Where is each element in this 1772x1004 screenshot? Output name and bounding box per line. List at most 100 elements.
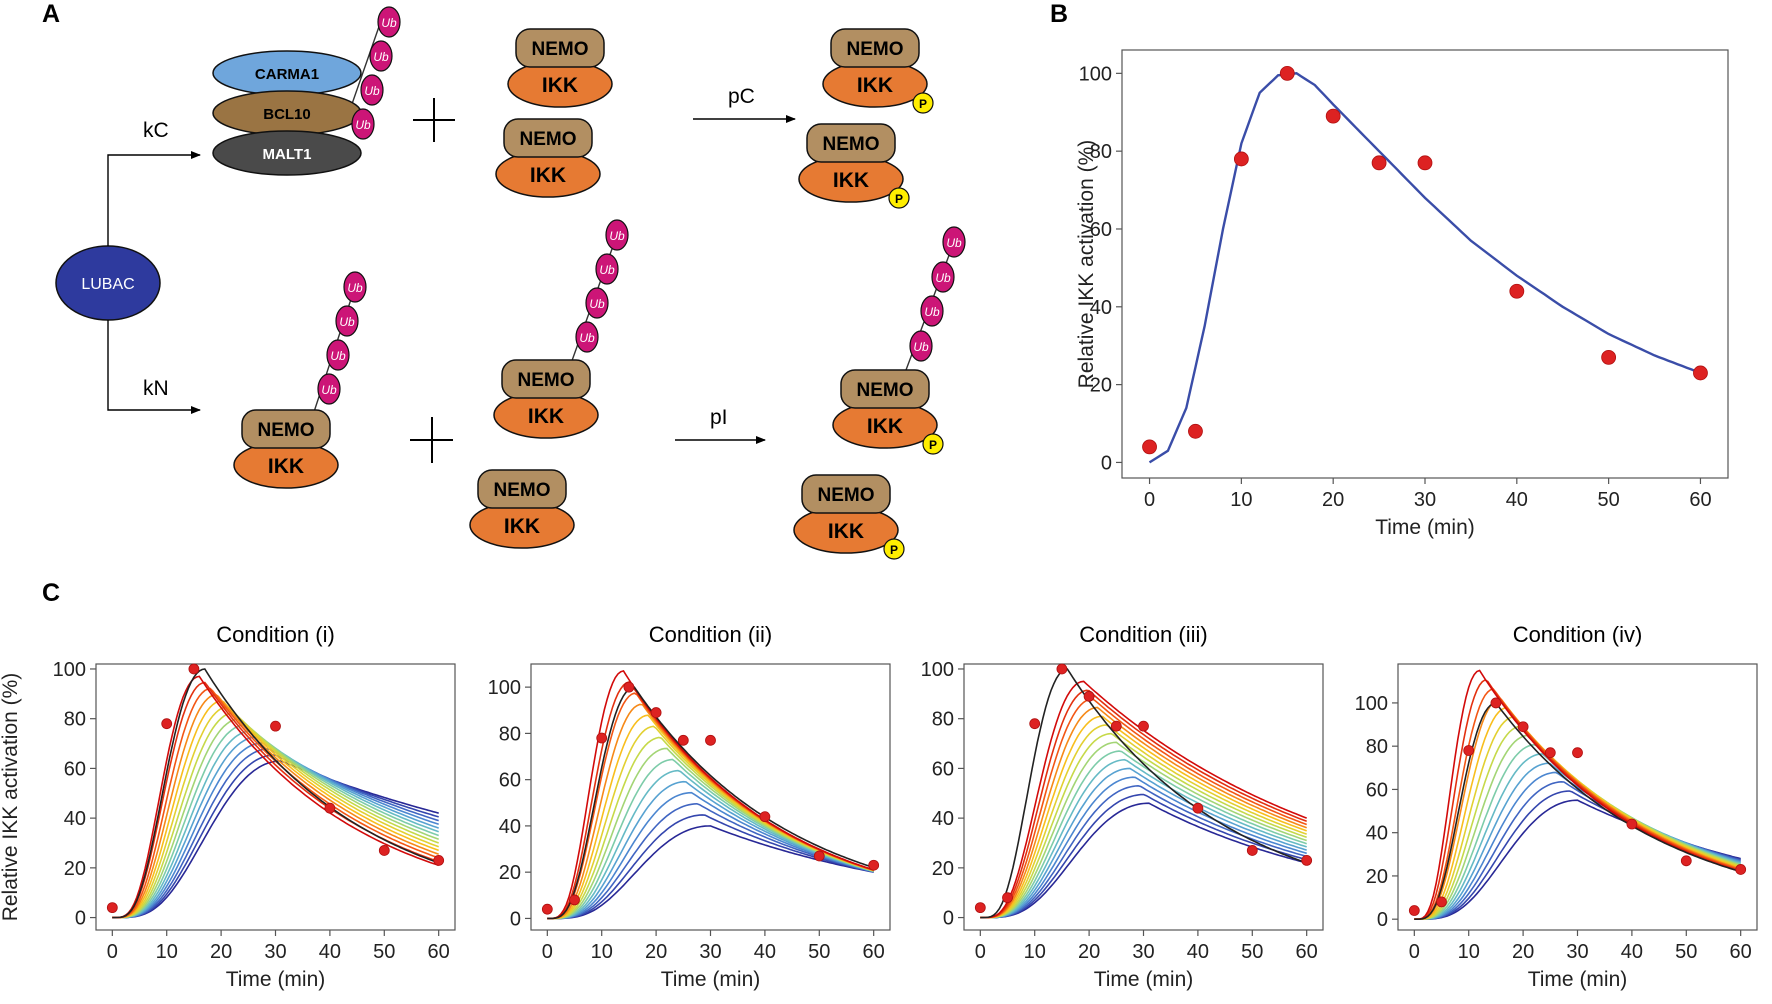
- model-curve: [980, 698, 1307, 919]
- model-curve: [980, 750, 1307, 919]
- y-tick-label: 80: [1366, 736, 1388, 758]
- ub-bead: Ub: [360, 74, 384, 106]
- data-point: [759, 811, 771, 823]
- y-axis-label: Relative IKK activation (%): [0, 673, 22, 922]
- rate-kn-label: kN: [143, 377, 169, 400]
- ub-bead: Ub: [326, 339, 350, 371]
- nemo-box: [801, 474, 891, 514]
- data-point: [596, 732, 608, 744]
- ub-label: Ub: [609, 229, 625, 243]
- chart-condition-iv: Condition (iv) 0 10 20 30 40 50 60 0 20 40 60 80 100 T…: [1355, 622, 1758, 991]
- x-tick-label: 30: [1566, 941, 1588, 963]
- ub-ellipse: [575, 321, 599, 353]
- x-tick-label: 60: [428, 941, 450, 963]
- reference-curve: [980, 668, 1307, 919]
- data-point: [1279, 65, 1295, 81]
- y-tick-label: 20: [64, 858, 86, 880]
- data-point: [433, 854, 445, 866]
- nemo-ikk-complex: NEMO IKK: [469, 469, 575, 549]
- phosphate-circle: [888, 187, 910, 209]
- chart-condition-iii: Condition (iii) 0 10 20 30 40 50 60 0 20 40 60 80 100…: [921, 622, 1324, 991]
- data-point: [1517, 721, 1529, 733]
- lubac-label: LUBAC: [81, 276, 134, 293]
- plot-frame: [1121, 49, 1729, 479]
- ikk-label: IKK: [528, 405, 564, 428]
- y-tick-label: 0: [75, 908, 86, 930]
- chart-title: Condition (i): [216, 622, 335, 647]
- ub-label: Ub: [373, 50, 389, 64]
- x-tick-label: 40: [1621, 941, 1643, 963]
- x-tick-label: 40: [1506, 489, 1528, 511]
- data-point: [1544, 747, 1556, 759]
- ub-label: Ub: [364, 84, 380, 98]
- chart-title: Condition (ii): [649, 622, 773, 647]
- x-tick-label: 60: [1730, 941, 1752, 963]
- phosphate-label: P: [929, 438, 937, 452]
- x-tick-label: 0: [975, 941, 986, 963]
- data-point: [1246, 845, 1258, 856]
- phosphate-group: P: [912, 92, 934, 114]
- x-tick-label: 10: [1458, 941, 1480, 963]
- y-tick-label: 40: [1090, 297, 1112, 319]
- x-tick-label: 30: [1132, 941, 1154, 963]
- data-point: [541, 903, 553, 915]
- model-curve: [980, 741, 1307, 919]
- y-tick-label: 60: [1366, 779, 1388, 801]
- nemo-ikk-complex: Ub Ub Ub Ub NEMO IKK: [233, 271, 367, 489]
- ub-bead: Ub: [920, 295, 944, 327]
- nemo-box: [840, 369, 930, 409]
- y-tick-label: 60: [1090, 219, 1112, 241]
- nemo-ikk-complex: Ub Ub Ub Ub NEMO IKK P: [832, 226, 966, 455]
- model-curve: [1414, 679, 1741, 920]
- reference-curve: [1414, 702, 1741, 920]
- x-axis-label: Time (min): [661, 968, 761, 991]
- x-tick-label: 40: [754, 941, 776, 963]
- ub-label: Ub: [924, 305, 940, 319]
- nemo-label: NEMO: [520, 129, 577, 150]
- data-point: [1680, 855, 1692, 867]
- bcl10-label: BCL10: [263, 106, 311, 123]
- ub-label: Ub: [946, 236, 962, 250]
- data-point: [1301, 854, 1313, 866]
- model-curve: [547, 669, 874, 920]
- data-point: [1192, 802, 1204, 814]
- y-tick-label: 0: [1377, 909, 1388, 931]
- data-point: [1463, 745, 1475, 756]
- y-tick-label: 100: [1079, 63, 1112, 85]
- data-point: [1142, 439, 1157, 455]
- x-tick-label: 20: [1322, 489, 1344, 511]
- data-point: [1436, 896, 1447, 908]
- y-axis-label: Relative IKK activation (%): [1075, 140, 1098, 389]
- ub-label: Ub: [330, 349, 346, 363]
- arrow-kc: [107, 151, 201, 246]
- y-tick-label: 80: [932, 709, 954, 731]
- model-curve: [1414, 697, 1741, 920]
- ub-label: Ub: [589, 297, 605, 311]
- panel-label-b: B: [1050, 0, 1068, 28]
- panel-c: C Condition (i)0 10 20 30 40 50 60020406080100…: [0, 579, 1758, 991]
- panel-b: B 0 10 20 30 40 50 60 0 20 40 60 80 100 Time (min) Rel…: [1050, 0, 1729, 539]
- y-tick-label: 20: [1366, 866, 1388, 888]
- plot-frame: [1397, 663, 1758, 931]
- ub-label: Ub: [913, 340, 929, 354]
- ub-bead: Ub: [942, 226, 966, 258]
- data-point: [1056, 663, 1068, 675]
- phosphate-label: P: [895, 192, 903, 206]
- panel-a: A LUBAC kC kN CARMA1 BCL10 MALT1 Ub Ub U…: [42, 0, 966, 560]
- x-axis-label: Time (min): [1375, 516, 1475, 539]
- y-tick-label: 20: [499, 862, 521, 884]
- data-point: [1138, 720, 1149, 732]
- ub-label: Ub: [381, 16, 397, 30]
- data-point: [1371, 155, 1387, 171]
- data-point: [1572, 747, 1583, 759]
- x-tick-label: 50: [1241, 941, 1263, 963]
- x-tick-label: 40: [319, 941, 341, 963]
- ub-ellipse: [909, 330, 933, 362]
- model-curve: [980, 715, 1307, 919]
- chart-condition-i: Condition (i) 0 10 20 30 40 50 60 0 20 40 60 80 100 Ti…: [0, 622, 456, 991]
- y-tick-label: 20: [1090, 375, 1112, 397]
- nemo-label: NEMO: [818, 485, 875, 506]
- model-curve: [112, 693, 439, 919]
- chart-title: Condition (iv): [1513, 622, 1643, 647]
